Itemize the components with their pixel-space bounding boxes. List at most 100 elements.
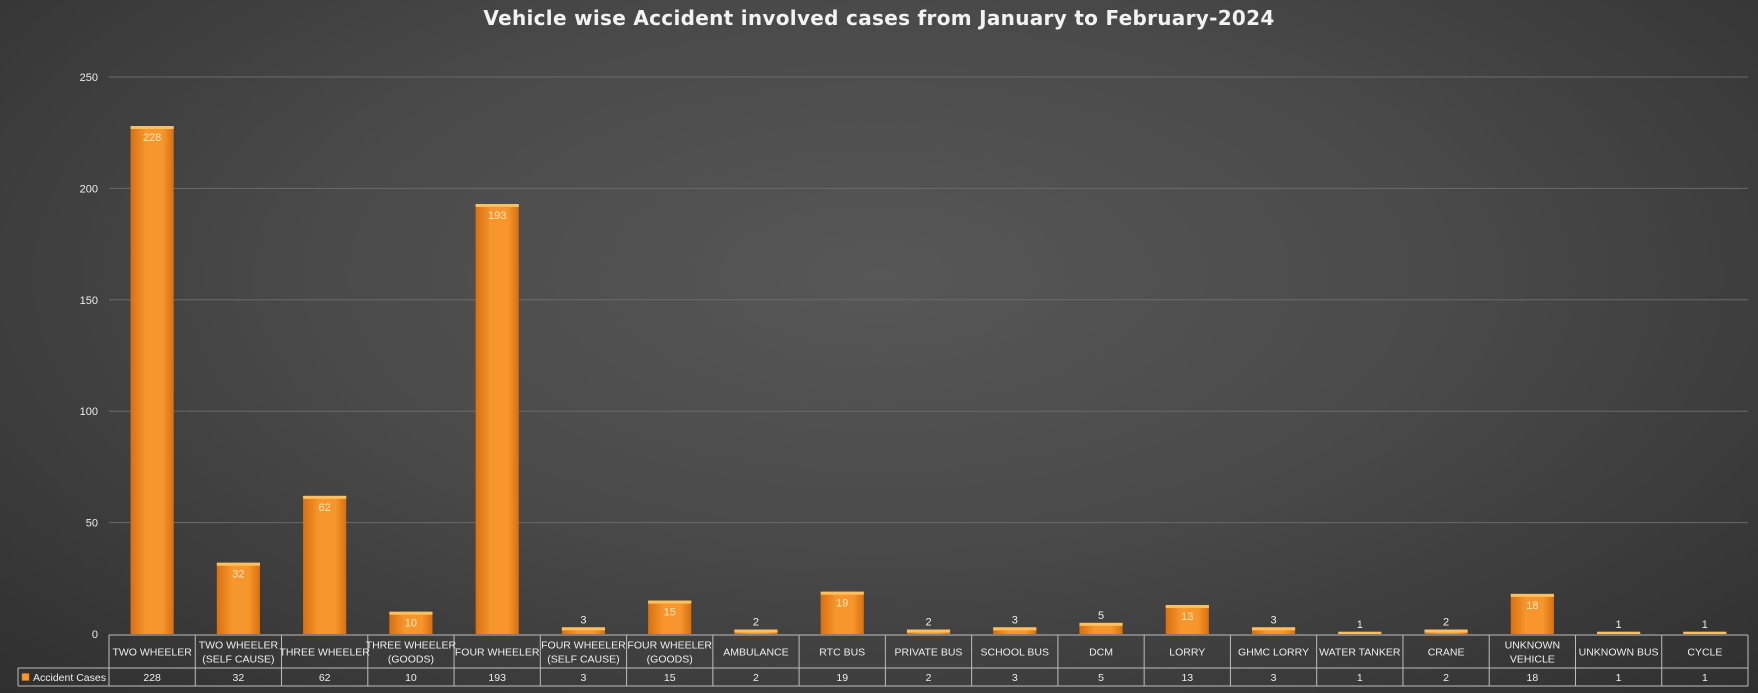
data-label: 193 [488,210,506,222]
bar-top [1338,631,1382,634]
x-category-label: FOUR WHEELER [455,647,540,659]
x-category-label-line: THREE WHEELER [279,647,370,659]
data-label: 2 [753,617,759,629]
x-category-label-line: LORRY [1169,647,1205,659]
data-label: 2 [925,617,931,629]
bar-top [648,600,692,604]
bar [1079,622,1123,634]
table-value: 62 [319,672,331,684]
table-value: 3 [1012,672,1018,684]
table-value: 10 [405,672,417,684]
data-label: 2 [1443,617,1449,629]
data-label: 62 [319,502,331,514]
x-category-label: FOUR WHEELER (GOODS) [627,640,712,666]
bar [993,627,1037,634]
bar [216,562,260,634]
bar-top [216,562,260,566]
x-category-label: THREE WHEELER (GOODS) [366,640,457,666]
bar [130,126,174,635]
bar-top [389,611,433,615]
data-label: 3 [1270,614,1276,626]
table-value: 13 [1181,672,1193,684]
x-category-label-line: (GOODS) [647,654,693,666]
data-label: 1 [1702,619,1708,631]
x-category-label-line: FOUR WHEELER [455,647,540,659]
x-category-label: TWO WHEELER [112,647,192,659]
x-category-label-line: WATER TANKER [1319,647,1401,659]
x-category-label-line: GHMC LORRY [1238,647,1309,659]
x-category-label-line: RTC BUS [819,647,865,659]
x-category-label: WATER TANKER [1319,647,1401,659]
bar-top [906,629,951,633]
x-category-label-line: FOUR WHEELER [627,640,712,652]
data-label: 3 [1012,614,1018,626]
table-value: 5 [1098,672,1104,684]
x-category-label: CRANE [1428,647,1465,659]
bar [820,591,864,634]
bar-top [1079,622,1123,626]
data-label: 19 [836,598,848,610]
x-category-label: RTC BUS [819,647,865,659]
legend-key [21,673,30,681]
x-category-label: SCHOOL BUS [981,647,1049,659]
x-category-label-line: PRIVATE BUS [895,647,963,659]
x-category-label: PRIVATE BUS [895,647,963,659]
x-category-label-line: FOUR WHEELER [541,640,626,652]
data-label: 15 [664,607,676,619]
x-category-label-line: TWO WHEELER [199,640,279,652]
x-category-label-line: CYCLE [1687,647,1722,659]
y-tick-label: 200 [80,183,98,195]
data-label: 1 [1357,619,1363,631]
x-category-label: UNKNOWN BUS [1579,647,1659,659]
x-category-label-line: (SELF CAUSE) [202,654,274,666]
table-value: 1 [1357,672,1363,684]
x-category-label-line: VEHICLE [1510,654,1555,666]
bar [475,203,519,634]
table-value: 18 [1526,672,1538,684]
bar-top [1683,631,1727,634]
x-category-label-line: (GOODS) [388,654,434,666]
y-tick-label: 100 [80,406,98,418]
bar-top [303,495,347,499]
x-category-label: THREE WHEELER [279,647,370,659]
x-category-label: UNKNOWN VEHICLE [1505,640,1560,666]
x-category-label: CYCLE [1687,647,1722,659]
bar-top [475,203,519,207]
y-tick-label: 0 [92,629,98,641]
bar-top [1165,605,1209,609]
bar-top [1251,627,1296,631]
table-value: 193 [488,672,506,684]
x-category-label: TWO WHEELER (SELF CAUSE) [199,640,279,666]
table-value: 2 [926,672,932,684]
x-category-label-line: CRANE [1428,647,1465,659]
bar [561,627,606,634]
table-value: 1 [1702,672,1708,684]
bar [1510,593,1554,634]
bar-top [1510,593,1554,597]
y-tick-label: 50 [86,518,98,530]
data-label: 5 [1098,610,1104,622]
bar-top [1597,631,1641,634]
x-category-label: AMBULANCE [723,647,788,659]
bar [648,600,692,634]
x-category-label-line: (SELF CAUSE) [547,654,619,666]
table-value: 3 [1271,672,1277,684]
data-label: 10 [405,618,417,630]
bar [1251,627,1296,634]
x-category-label-line: AMBULANCE [723,647,788,659]
y-tick-label: 150 [80,295,98,307]
table-value: 2 [753,672,759,684]
table-value: 3 [581,672,587,684]
x-category-label-line: THREE WHEELER [366,640,457,652]
data-label: 1 [1616,619,1622,631]
x-category-label: FOUR WHEELER (SELF CAUSE) [541,640,626,666]
x-category-label: LORRY [1169,647,1205,659]
chart-title: Vehicle wise Accident involved cases fro… [483,6,1275,30]
bar-top [130,126,174,130]
table-value: 15 [664,672,676,684]
bar-top [1424,629,1468,633]
data-label: 18 [1526,600,1538,612]
x-category-label: GHMC LORRY [1238,647,1309,659]
x-category-label-line: DCM [1089,647,1113,659]
